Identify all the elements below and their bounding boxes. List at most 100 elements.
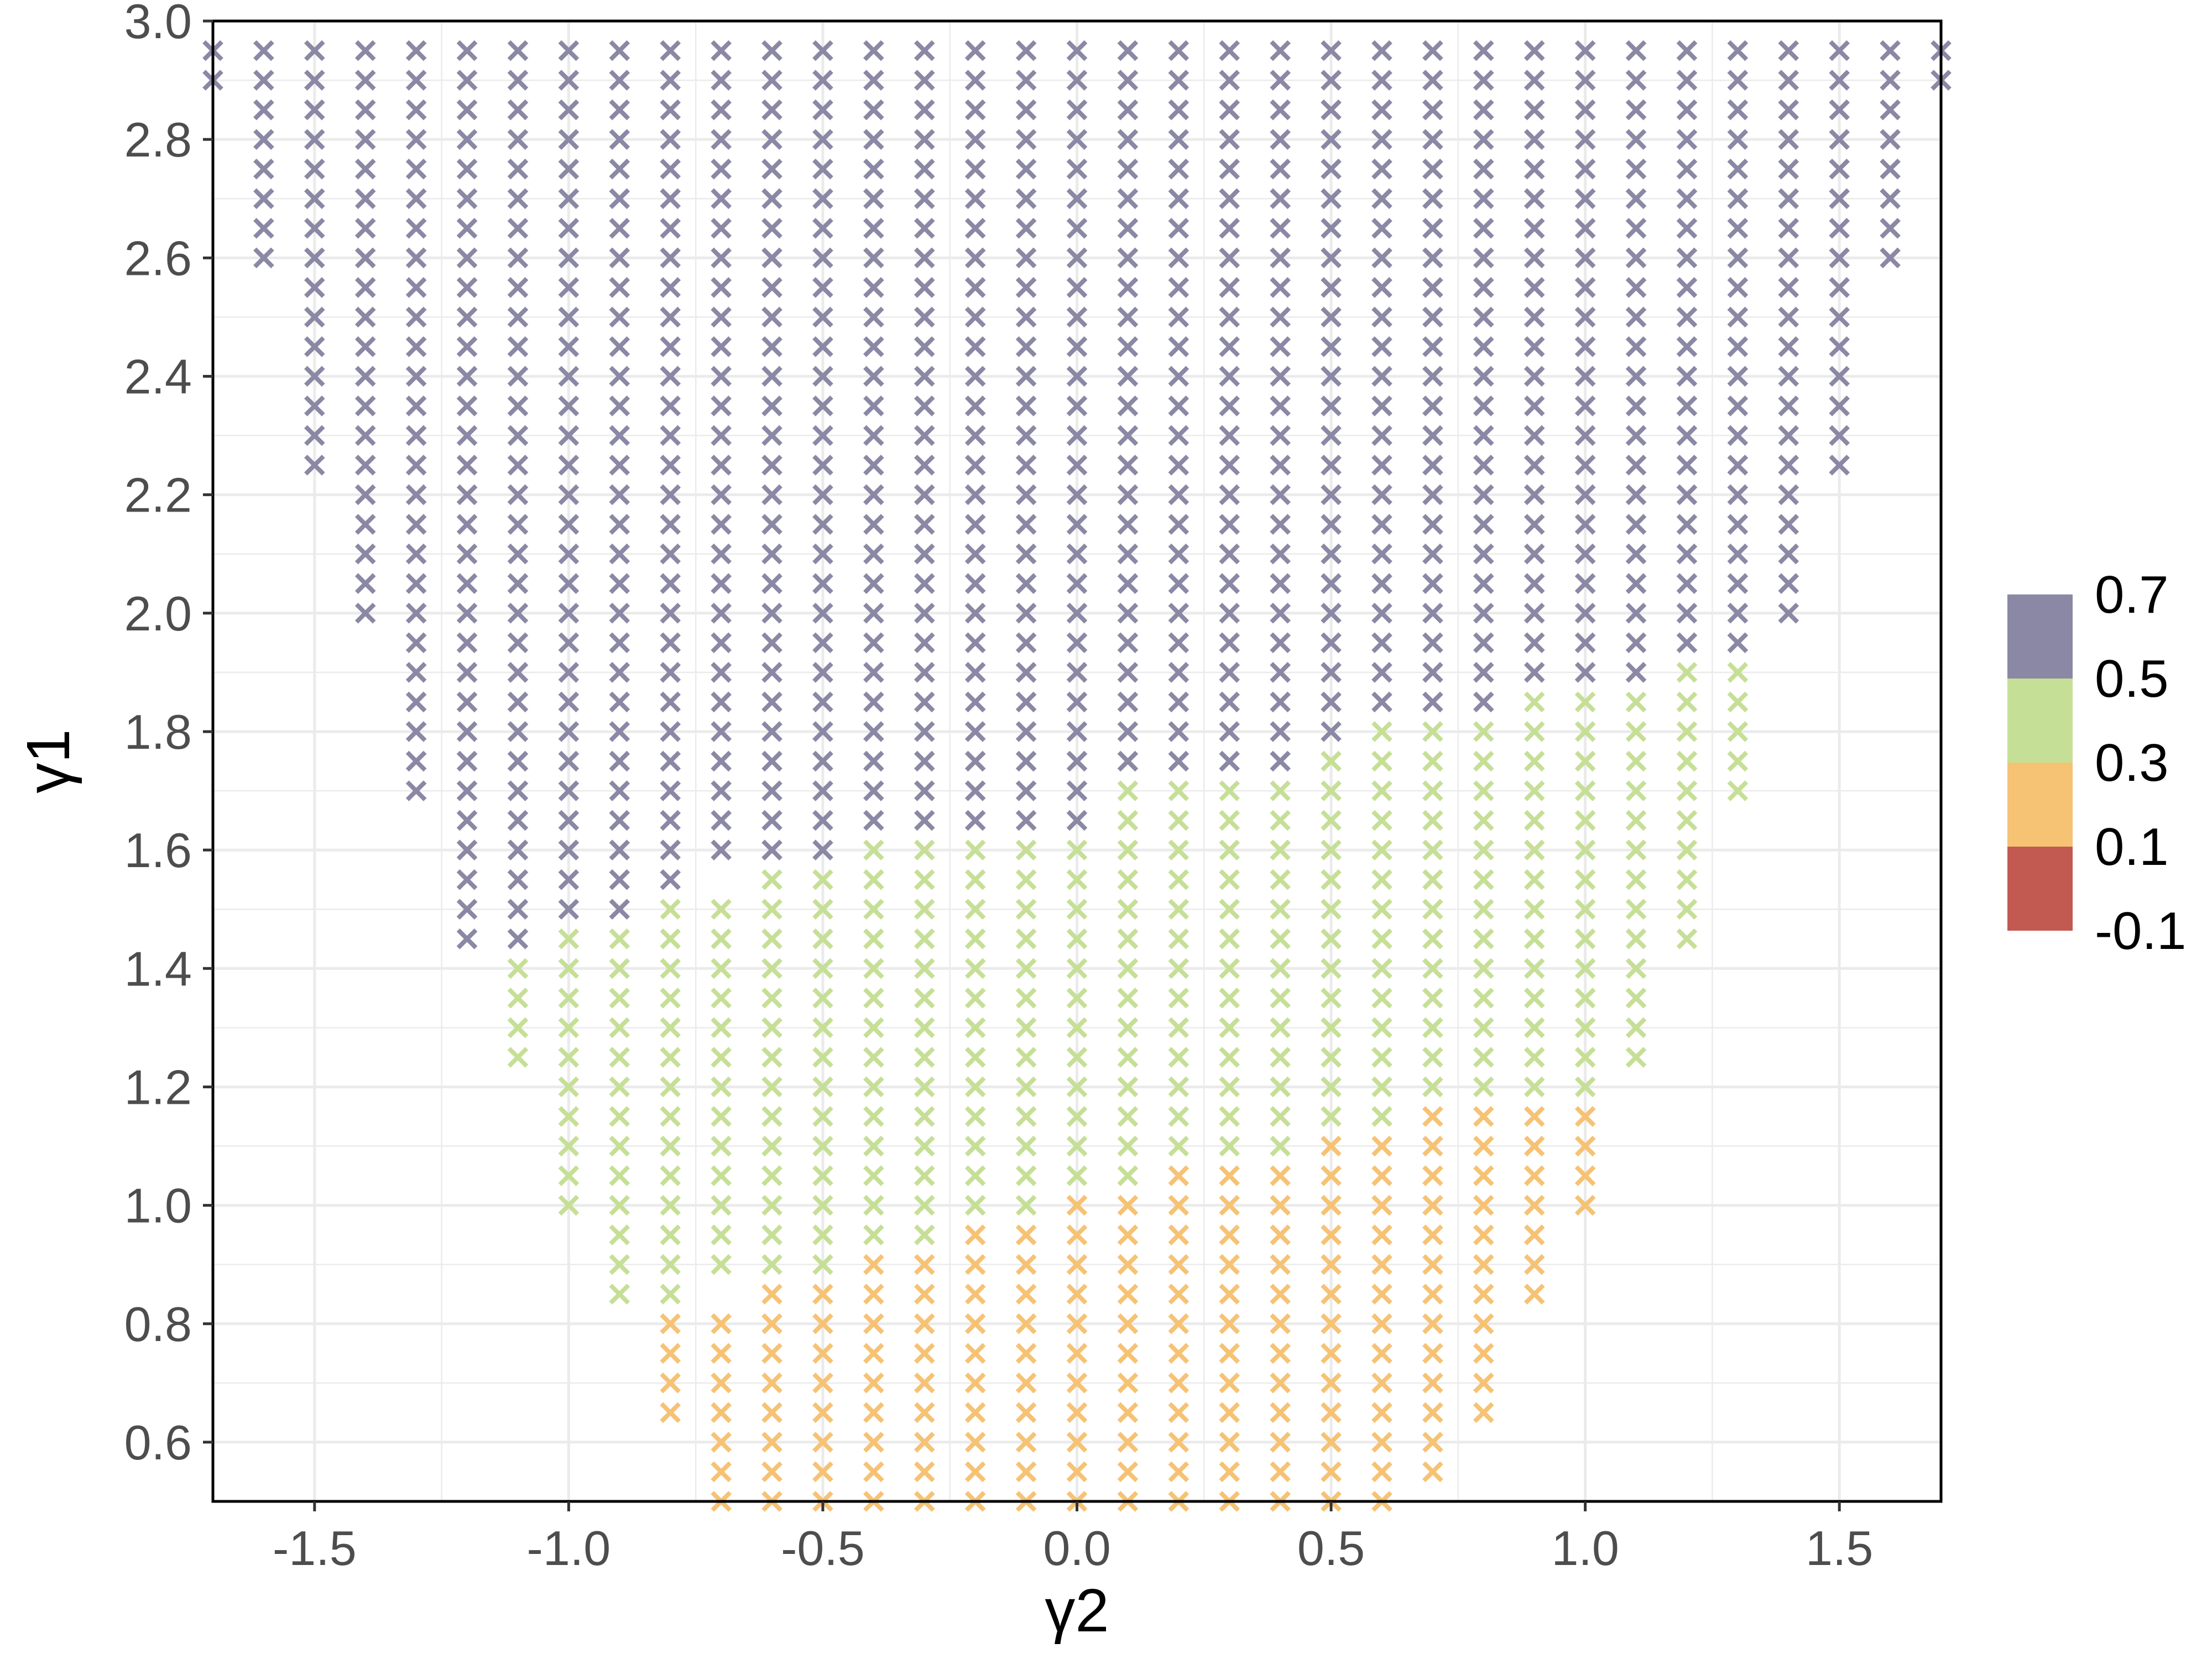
data-point <box>964 129 986 150</box>
data-point <box>660 573 681 594</box>
data-point <box>304 40 325 61</box>
data-point <box>1168 602 1190 624</box>
data-point <box>1066 1402 1088 1423</box>
data-point <box>1676 425 1698 446</box>
y-tick-label: 1.6 <box>124 823 192 878</box>
data-point <box>1473 750 1494 772</box>
data-point <box>964 543 986 565</box>
data-point <box>1015 247 1037 269</box>
data-point <box>761 1284 782 1305</box>
y-tick-label: 1.8 <box>124 705 192 759</box>
data-point <box>1676 602 1698 624</box>
data-point <box>1422 1106 1443 1127</box>
data-point <box>812 1017 833 1039</box>
data-point <box>1168 277 1190 298</box>
data-point <box>1574 1135 1596 1157</box>
data-point <box>1117 277 1139 298</box>
data-point <box>1574 899 1596 920</box>
data-point <box>914 1432 935 1453</box>
data-point <box>1321 40 1342 61</box>
data-point <box>1015 1076 1037 1098</box>
data-point <box>1219 632 1240 654</box>
data-point <box>405 277 427 298</box>
data-point <box>1219 780 1240 801</box>
data-point <box>1219 1284 1240 1305</box>
data-point <box>1371 1224 1392 1245</box>
data-point <box>761 484 782 505</box>
y-axis-title: γ1 <box>14 729 82 793</box>
data-point <box>1473 129 1494 150</box>
data-point <box>1371 928 1392 950</box>
data-point <box>1524 129 1545 150</box>
y-tick-label: 2.6 <box>124 231 192 285</box>
data-point <box>812 1194 833 1216</box>
data-point <box>812 70 833 91</box>
data-point <box>609 247 630 269</box>
data-point <box>1066 928 1088 950</box>
data-point <box>354 395 376 416</box>
legend-label: 0.7 <box>2095 565 2168 624</box>
data-point <box>1168 721 1190 742</box>
data-point <box>1524 306 1545 328</box>
data-point <box>609 810 630 831</box>
data-point <box>1473 336 1494 357</box>
data-point <box>1168 780 1190 801</box>
data-point <box>1066 1343 1088 1364</box>
data-point <box>1015 336 1037 357</box>
data-point <box>609 1254 630 1275</box>
data-point <box>609 425 630 446</box>
data-point <box>1117 1106 1139 1127</box>
data-point <box>812 780 833 801</box>
data-point <box>1066 514 1088 535</box>
data-point <box>354 336 376 357</box>
data-point <box>1676 484 1698 505</box>
data-point <box>660 1224 681 1245</box>
data-point <box>914 247 935 269</box>
data-point <box>1066 721 1088 742</box>
data-point <box>1727 99 1749 121</box>
data-point <box>1321 958 1342 979</box>
data-point <box>253 217 274 239</box>
data-point <box>405 662 427 683</box>
data-point <box>914 691 935 713</box>
data-point <box>1524 247 1545 269</box>
data-point <box>812 514 833 535</box>
data-point <box>863 573 884 594</box>
x-tick-label: -0.5 <box>781 1521 865 1575</box>
data-point <box>1066 1224 1088 1245</box>
data-point <box>405 750 427 772</box>
data-point <box>1117 336 1139 357</box>
data-point <box>1066 336 1088 357</box>
data-point <box>914 602 935 624</box>
data-point <box>1625 188 1647 210</box>
data-point <box>660 899 681 920</box>
data-point <box>1168 306 1190 328</box>
y-tick-label: 1.4 <box>124 941 192 996</box>
data-point <box>304 336 325 357</box>
data-point <box>405 217 427 239</box>
data-point <box>863 336 884 357</box>
data-point <box>1321 632 1342 654</box>
data-point <box>456 632 478 654</box>
data-point <box>1066 899 1088 920</box>
data-point <box>507 514 529 535</box>
data-point <box>1473 514 1494 535</box>
data-point <box>812 1254 833 1275</box>
data-point <box>1117 810 1139 831</box>
x-axis-title: γ2 <box>1045 1577 1109 1645</box>
data-point <box>711 1047 732 1068</box>
data-point <box>964 1047 986 1068</box>
data-point <box>1219 366 1240 387</box>
data-point <box>711 839 732 860</box>
data-point <box>711 928 732 950</box>
data-point <box>1015 721 1037 742</box>
data-point <box>711 1461 732 1483</box>
data-point <box>609 869 630 890</box>
data-point <box>1015 958 1037 979</box>
data-point <box>761 217 782 239</box>
data-point <box>1676 543 1698 565</box>
data-point <box>1066 543 1088 565</box>
data-point <box>1676 455 1698 476</box>
data-point <box>761 691 782 713</box>
data-point <box>1117 928 1139 950</box>
